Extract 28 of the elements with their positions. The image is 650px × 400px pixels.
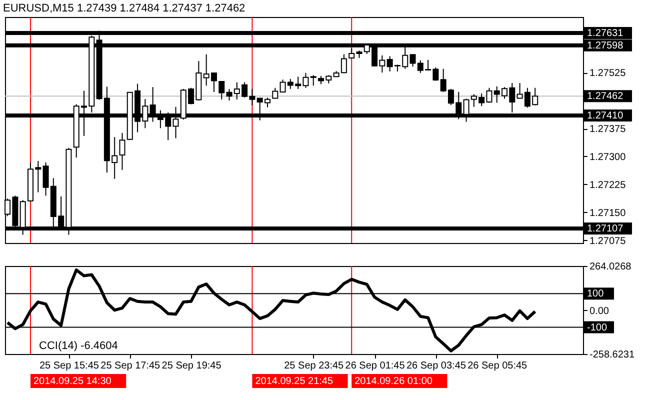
ref-line-label: 2014.09.26 01:00: [354, 376, 433, 387]
y-tick-label: 1.27150: [590, 208, 626, 219]
y-tick-label: 1.27225: [590, 180, 626, 191]
ref-line-label: 1.27631: [587, 28, 624, 40]
x-tick-label: 25 Sep 23:45: [284, 360, 344, 372]
y-tick-label: -258.6231: [590, 350, 635, 360]
y-tick-label: 0.00: [590, 306, 610, 317]
y-tick-label: 1.27075: [590, 236, 626, 247]
y-tick-label: 1.27525: [590, 68, 626, 80]
ref-line-label: 1.27107: [587, 223, 624, 234]
x-tick-label: 26 Sep 01:45: [345, 360, 406, 372]
ref-line-label: 1.27598: [587, 40, 624, 52]
ref-line-label: 100: [587, 288, 604, 300]
y-tick-label: 264.0268: [590, 262, 632, 272]
ref-line-label: 2014.09.25 21:45: [255, 376, 334, 387]
text: CCI(14) -6.4604: [39, 340, 118, 352]
x-tick-label: 25 Sep 17:45: [100, 360, 161, 372]
x-tick-label: 26 Sep 05:45: [468, 360, 528, 372]
x-tick-label: 26 Sep 03:45: [406, 360, 466, 372]
ref-line-label: -100: [587, 322, 608, 334]
y-tick-label: 1.27375: [590, 124, 626, 136]
ref-line-label: 1.27462: [587, 91, 624, 102]
y-tick-label: 1.27300: [590, 152, 626, 163]
x-tick-label: 25 Sep 15:45: [39, 360, 100, 372]
ref-line-label: 2014.09.25 14:30: [33, 376, 112, 387]
x-tick-label: 25 Sep 19:45: [162, 360, 222, 372]
ref-line-label: 1.27410: [587, 110, 624, 122]
chart-title: EURUSD,M15 1.27439 1.27484 1.27437 1.27462: [3, 2, 246, 14]
